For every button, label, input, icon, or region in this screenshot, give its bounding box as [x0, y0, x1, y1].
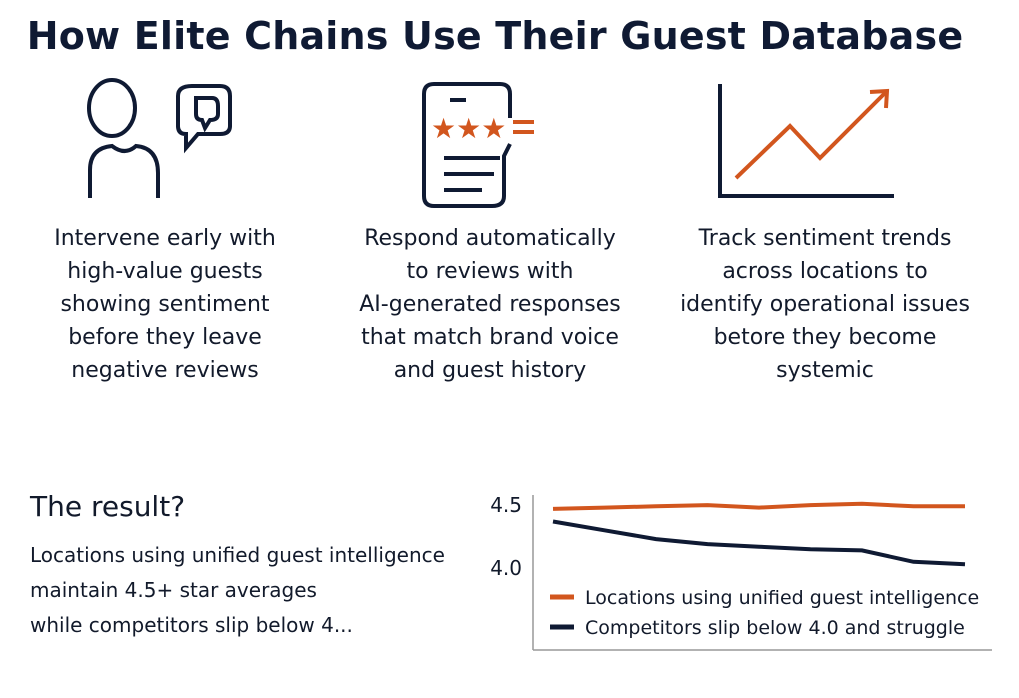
column-line: AI-generated responses	[359, 292, 621, 317]
column-line: systemic	[776, 358, 874, 383]
column-line: Intervene early with	[54, 226, 276, 251]
column-track: Track sentiment trends across locations …	[670, 222, 980, 387]
column-line: identify operational issues	[680, 292, 970, 317]
column-line: before they leave	[68, 325, 262, 350]
person-chat-icon	[87, 78, 232, 198]
column-intervene: Intervene early with high-value guests s…	[40, 222, 290, 387]
phone-review-stars-icon: ★★★	[422, 82, 534, 208]
column-line: negative reviews	[71, 358, 259, 383]
column-line: Respond automatically	[364, 226, 616, 251]
column-line: to reviews with	[406, 259, 574, 284]
trend-chart-icon	[718, 84, 894, 198]
legend-label-unified: Locations using unified guest intelligen…	[585, 587, 979, 609]
series-line-competitors	[552, 519, 966, 567]
rating-line-chart: 4.5 4.0 Locations using unified guest in…	[490, 493, 992, 651]
column-line: that match brand voice	[361, 325, 619, 350]
column-line: showing sentiment	[60, 292, 270, 317]
result-line: while competitors slip below 4...	[30, 613, 353, 637]
result-text: Locations using unified guest intelligen…	[30, 538, 445, 643]
column-respond: Respond automatically to reviews with AI…	[340, 222, 640, 387]
column-line: and guest history	[393, 358, 587, 383]
y-tick-label: 4.5	[490, 493, 522, 517]
column-line: betore they become	[713, 325, 937, 350]
result-line: maintain 4.5+ star averages	[30, 578, 317, 602]
legend-label-competitors: Competitors slip below 4.0 and struggle	[585, 617, 965, 639]
result-heading: The result?	[30, 490, 186, 523]
y-tick-label: 4.0	[490, 556, 522, 580]
column-line: Track sentiment trends	[698, 226, 952, 251]
series-line-unified	[552, 501, 965, 511]
svg-text:★★★: ★★★	[431, 112, 506, 145]
column-line: across locations to	[722, 259, 928, 284]
column-line: high-value guests	[67, 259, 263, 284]
page-title: How Elite Chains Use Their Guest Databas…	[26, 14, 964, 58]
result-line: Locations using unified guest intelligen…	[30, 543, 445, 567]
